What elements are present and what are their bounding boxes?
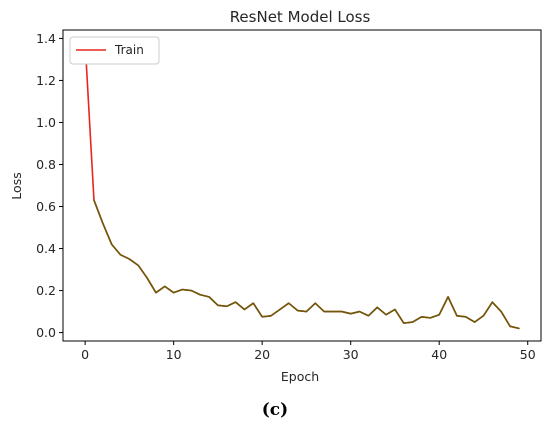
series-line-0 — [84, 41, 520, 330]
y-axis-label: Loss — [9, 172, 24, 199]
x-axis-label: Epoch — [281, 369, 319, 384]
y-tick-label: 1.0 — [36, 115, 56, 130]
axes: 0 10 20 30 40 50 0.0 0.2 0.4 0.6 0.8 1.0 1.2 1.4 — [36, 29, 542, 362]
figure-caption-label: (c) — [261, 400, 289, 420]
y-tick-label: 0.4 — [36, 241, 56, 256]
y-tick-label: 1.2 — [36, 73, 56, 88]
x-tick-label: 20 — [254, 347, 270, 362]
y-tick-label: 0.6 — [36, 199, 56, 214]
legend: Train — [69, 36, 160, 65]
chart-title: ResNet Model Loss — [230, 8, 371, 26]
x-tick-label: 10 — [166, 347, 182, 362]
y-tick-label: 0.2 — [36, 283, 56, 298]
legend-frame — [69, 36, 160, 65]
series-line-1 — [93, 199, 520, 330]
x-tick-label: 30 — [343, 347, 359, 362]
plot-area — [84, 41, 520, 330]
y-tick-label: 0.0 — [36, 325, 56, 340]
x-tick-label: 40 — [431, 347, 447, 362]
x-tick-label: 0 — [81, 347, 89, 362]
y-tick-label: 1.4 — [36, 31, 56, 46]
x-tick-label: 50 — [520, 347, 536, 362]
y-tick-label: 0.8 — [36, 157, 56, 172]
legend-train-label: Train — [114, 43, 144, 57]
axes-frame — [62, 29, 542, 342]
figure-caption: (c) — [0, 400, 550, 420]
